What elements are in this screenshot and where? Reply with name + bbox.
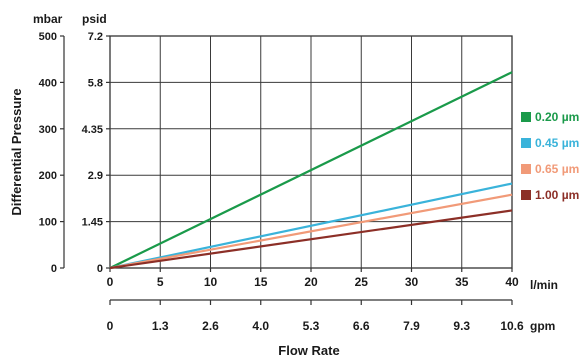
series-line-2 [109, 182, 513, 270]
y-tick-label-psid: 7.2 [88, 31, 103, 43]
y-tick-label-psid: 2.9 [88, 170, 103, 182]
x-tick-label-gpm: 1.3 [152, 319, 169, 333]
x-tick-label-gpm: 5.3 [303, 319, 320, 333]
x-tick-label-gpm: 6.6 [353, 319, 370, 333]
x-unit-lmin: l/min [530, 278, 558, 292]
legend-swatch-1 [521, 112, 531, 122]
axes [60, 35, 513, 305]
series-line-3 [109, 193, 513, 270]
y-tick-label-psid: 4.35 [82, 124, 103, 136]
y-tick-label-mbar: 300 [39, 124, 57, 136]
x-tick-label-lmin: 40 [505, 275, 519, 289]
y-tick-label-mbar: 500 [39, 31, 57, 43]
legend-label-1: 0.20 µm [535, 110, 579, 124]
legend-swatch-2 [521, 138, 531, 148]
x-tick-label-lmin: 15 [254, 275, 268, 289]
x-tick-label-lmin: 30 [405, 275, 419, 289]
y-tick-label-mbar: 100 [39, 217, 57, 229]
y-tick-label-psid: 5.8 [88, 77, 103, 89]
x-tick-label-lmin: 5 [157, 275, 164, 289]
y-unit-psid: psid [82, 12, 107, 26]
legend: 0.20 µm 0.45 µm 0.65 µm 1.00 µm [521, 110, 579, 202]
legend-label-4: 1.00 µm [535, 188, 579, 202]
x-unit-gpm: gpm [530, 319, 555, 333]
legend-swatch-3 [521, 164, 531, 174]
legend-label-3: 0.65 µm [535, 162, 579, 176]
legend-label-2: 0.45 µm [535, 136, 579, 150]
y-tick-label-psid: 0 [97, 263, 103, 275]
x-tick-label-lmin: 0 [107, 275, 114, 289]
x-tick-label-gpm: 10.6 [500, 319, 524, 333]
x-tick-label-lmin: 10 [204, 275, 218, 289]
y-tick-label-mbar: 400 [39, 77, 57, 89]
legend-swatch-4 [521, 190, 531, 200]
y-unit-mbar: mbar [33, 12, 63, 26]
x-tick-label-gpm: 7.9 [403, 319, 420, 333]
x-tick-label-gpm: 9.3 [453, 319, 470, 333]
x-tick-label-gpm: 4.0 [252, 319, 269, 333]
grid [109, 35, 513, 269]
y-tick-label-psid: 1.45 [82, 217, 103, 229]
x-tick-label-lmin: 20 [304, 275, 318, 289]
x-tick-label-lmin: 35 [455, 275, 469, 289]
y-tick-label-mbar: 0 [51, 263, 57, 275]
x-axis-title: Flow Rate [278, 343, 339, 358]
y-axis-title: Differential Pressure [9, 88, 24, 215]
x-tick-label-lmin: 25 [355, 275, 369, 289]
x-tick-label-gpm: 2.6 [202, 319, 219, 333]
y-tick-label-mbar: 200 [39, 170, 57, 182]
series-line-4 [109, 209, 513, 270]
series-line-1 [109, 71, 513, 269]
x-tick-label-gpm: 0 [107, 319, 114, 333]
series-lines [109, 71, 513, 270]
